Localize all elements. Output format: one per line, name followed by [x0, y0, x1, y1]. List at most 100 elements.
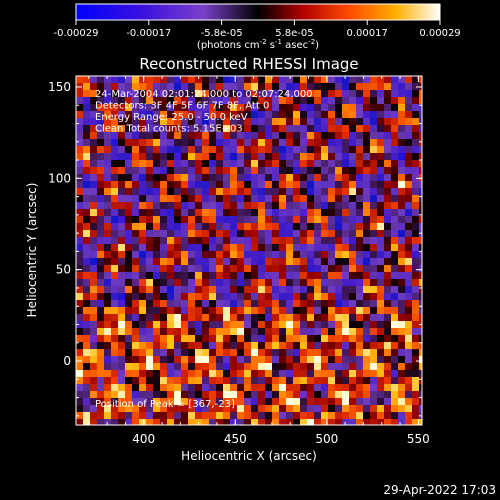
heatmap-pixel [342, 370, 349, 377]
heatmap-pixel [237, 251, 244, 258]
heatmap-pixel [111, 97, 118, 104]
heatmap-pixel [223, 153, 230, 160]
heatmap-pixel [251, 272, 258, 279]
heatmap-pixel [209, 230, 216, 237]
heatmap-pixel [132, 160, 139, 167]
heatmap-pixel [188, 146, 195, 153]
heatmap-pixel [139, 125, 146, 132]
heatmap-pixel [265, 118, 272, 125]
heatmap-pixel [153, 76, 160, 83]
heatmap-pixel [202, 300, 209, 307]
heatmap-pixel [153, 209, 160, 216]
heatmap-pixel [293, 251, 300, 258]
heatmap-pixel [188, 321, 195, 328]
heatmap-pixel [209, 314, 216, 321]
heatmap-pixel [335, 286, 342, 293]
heatmap-pixel [272, 328, 279, 335]
heatmap-pixel [90, 223, 97, 230]
heatmap-pixel [132, 286, 139, 293]
heatmap-pixel [384, 251, 391, 258]
heatmap-pixel [258, 363, 265, 370]
heatmap-pixel [97, 167, 104, 174]
heatmap-pixel [384, 405, 391, 412]
heatmap-pixel [398, 146, 405, 153]
heatmap-pixel [300, 181, 307, 188]
colorbar-unit: (photons cm-2 s-1 asec-2) [197, 38, 319, 51]
heatmap-pixel [419, 251, 422, 258]
heatmap-pixel [293, 230, 300, 237]
heatmap-pixel [335, 251, 342, 258]
heatmap-pixel [398, 244, 405, 251]
heatmap-pixel [167, 132, 174, 139]
heatmap-pixel [195, 391, 202, 398]
heatmap-pixel [139, 335, 146, 342]
heatmap-pixel [405, 111, 412, 118]
heatmap-pixel [146, 132, 153, 139]
heatmap-pixel [118, 139, 125, 146]
heatmap-pixel [132, 202, 139, 209]
heatmap-pixel [363, 272, 370, 279]
heatmap-pixel [230, 146, 237, 153]
heatmap-pixel [377, 370, 384, 377]
heatmap-pixel [384, 223, 391, 230]
heatmap-pixel [230, 83, 237, 90]
heatmap-pixel [272, 216, 279, 223]
heatmap-pixel [363, 342, 370, 349]
heatmap-pixel [230, 335, 237, 342]
heatmap-pixel [314, 286, 321, 293]
heatmap-pixel [342, 265, 349, 272]
chart-title: Reconstructed RHESSI Image [139, 55, 358, 73]
heatmap-pixel [174, 405, 181, 412]
heatmap-pixel [195, 328, 202, 335]
heatmap-pixel [279, 398, 286, 405]
heatmap-pixel [181, 174, 188, 181]
heatmap-pixel [321, 258, 328, 265]
heatmap-pixel [230, 97, 237, 104]
heatmap-pixel [279, 307, 286, 314]
heatmap-pixel [195, 146, 202, 153]
heatmap-pixel [300, 90, 307, 97]
heatmap-pixel [132, 321, 139, 328]
heatmap-pixel [258, 391, 265, 398]
heatmap-pixel [286, 286, 293, 293]
heatmap-pixel [293, 279, 300, 286]
heatmap-pixel [314, 167, 321, 174]
heatmap-pixel [356, 76, 363, 83]
heatmap-pixel [384, 335, 391, 342]
heatmap-pixel [146, 286, 153, 293]
heatmap-pixel [244, 251, 251, 258]
heatmap-pixel [370, 356, 377, 363]
heatmap-pixel [244, 349, 251, 356]
heatmap-pixel [76, 244, 83, 251]
heatmap-pixel [412, 272, 419, 279]
heatmap-pixel [419, 104, 422, 111]
heatmap-pixel [342, 125, 349, 132]
heatmap-pixel [195, 97, 202, 104]
heatmap-pixel [76, 111, 83, 118]
heatmap-pixel [111, 335, 118, 342]
heatmap-pixel [391, 342, 398, 349]
heatmap-pixel [167, 216, 174, 223]
heatmap-pixel [111, 293, 118, 300]
heatmap-pixel [97, 419, 104, 425]
heatmap-pixel [90, 104, 97, 111]
heatmap-pixel [293, 300, 300, 307]
heatmap-pixel [104, 356, 111, 363]
heatmap-pixel [76, 237, 83, 244]
heatmap-pixel [146, 209, 153, 216]
heatmap-pixel [286, 391, 293, 398]
heatmap-pixel [230, 328, 237, 335]
heatmap-pixel [153, 195, 160, 202]
heatmap-pixel [181, 237, 188, 244]
heatmap-pixel [202, 216, 209, 223]
colorbar-tick-label: -5.8e-05 [201, 28, 243, 39]
heatmap-pixel [335, 335, 342, 342]
heatmap-pixel [132, 342, 139, 349]
heatmap-pixel [83, 391, 90, 398]
heatmap-pixel [349, 419, 356, 425]
heatmap-pixel [314, 321, 321, 328]
heatmap-pixel [125, 195, 132, 202]
heatmap-pixel [321, 398, 328, 405]
heatmap-pixel [412, 132, 419, 139]
heatmap-pixel [167, 174, 174, 181]
